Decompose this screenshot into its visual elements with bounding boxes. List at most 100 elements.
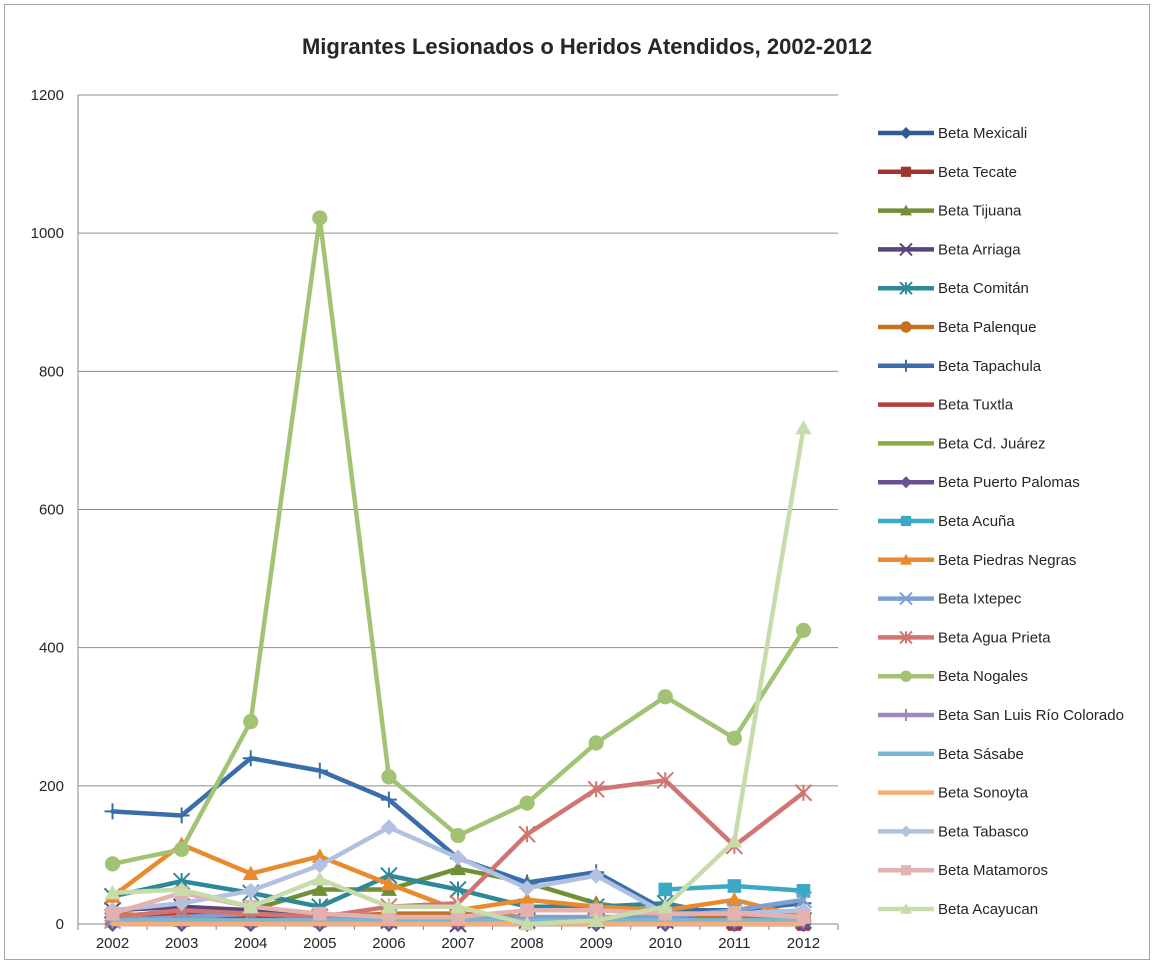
series-group — [103, 210, 813, 933]
legend-item: Beta Comitán — [878, 280, 1029, 297]
x-tick-label: 2002 — [96, 935, 129, 952]
legend-label: Beta Cd. Juárez — [938, 435, 1046, 452]
data-point — [174, 841, 190, 857]
legend-marker — [900, 515, 912, 527]
data-point — [589, 903, 603, 917]
legend-item: Beta Tabasco — [878, 823, 1029, 840]
legend-item: Beta Cd. Juárez — [878, 435, 1046, 452]
x-tick-label: 2009 — [579, 935, 612, 952]
legend-marker — [900, 476, 912, 489]
data-point — [450, 898, 466, 914]
legend-label: Beta Piedras Negras — [938, 552, 1076, 569]
legend-marker — [900, 359, 912, 372]
data-point — [104, 856, 121, 872]
data-point — [587, 780, 605, 798]
data-point — [242, 898, 259, 914]
legend-label: Beta Arriaga — [938, 241, 1021, 258]
chart-frame — [4, 4, 1150, 960]
x-tick-label: 2005 — [303, 935, 336, 952]
legend-label: Beta Sásabe — [938, 746, 1024, 763]
legend-marker — [900, 670, 912, 682]
data-point — [657, 689, 673, 705]
legend-marker — [900, 903, 912, 914]
legend-label: Beta Ixtepec — [938, 591, 1022, 608]
y-tick-label: 0 — [56, 916, 64, 933]
x-tick-label: 2006 — [372, 935, 405, 952]
legend-label: Beta Tijuana — [938, 203, 1022, 220]
legend-marker — [900, 553, 912, 565]
legend-item: Beta Mexicali — [878, 125, 1027, 142]
series-line — [110, 425, 806, 927]
series-20 — [104, 419, 812, 931]
legend-marker — [900, 825, 912, 838]
data-point — [519, 880, 536, 897]
data-point — [519, 795, 535, 811]
legend-item: Beta Sonoyta — [878, 785, 1029, 802]
data-point — [451, 910, 465, 924]
y-tick-label: 200 — [39, 778, 64, 795]
legend-label: Beta Acuña — [938, 513, 1015, 530]
chart-title: Migrantes Lesionados o Heridos Atendidos… — [302, 34, 872, 59]
legend-marker — [899, 281, 913, 295]
data-point — [726, 730, 742, 746]
data-point — [588, 735, 604, 751]
data-point — [381, 769, 397, 785]
legend-marker — [900, 709, 912, 721]
legend-item: Beta Sásabe — [878, 746, 1024, 763]
data-point — [380, 791, 397, 808]
x-tick-label: 2011 — [718, 935, 750, 952]
data-point — [796, 910, 811, 924]
data-point — [795, 419, 812, 435]
data-point — [520, 903, 534, 917]
data-point — [382, 910, 396, 924]
legend-label: Beta Tecate — [938, 164, 1017, 181]
legend-item: Beta Ixtepec — [878, 591, 1022, 608]
data-point — [726, 833, 743, 848]
axes: 0 200 400 600 800 1000 1200 2002 2003 2004 2005 200… — [31, 87, 839, 952]
x-tick-label: 2012 — [787, 935, 820, 952]
legend-item: Beta Acuña — [878, 513, 1015, 530]
data-point — [242, 750, 259, 767]
data-point — [794, 784, 813, 802]
legend-item: Beta Tecate — [878, 164, 1017, 181]
legend-marker — [900, 321, 912, 333]
data-point — [726, 891, 743, 907]
legend-item: Beta Tapachula — [878, 358, 1042, 375]
data-point — [795, 622, 812, 638]
x-tick-label: 2007 — [441, 935, 474, 952]
data-point — [105, 906, 120, 921]
data-point — [380, 875, 397, 891]
data-point — [518, 825, 536, 843]
x-tick-label: 2010 — [649, 935, 682, 952]
x-tick-label: 2004 — [234, 935, 267, 952]
legend-label: Beta San Luis Río Colorado — [938, 707, 1124, 724]
legend-label: Beta Mexicali — [938, 125, 1027, 142]
legend-label: Beta Tapachula — [938, 358, 1042, 375]
legend-label: Beta Comitán — [938, 280, 1029, 297]
data-point — [519, 916, 536, 931]
data-point — [242, 882, 259, 899]
legend-label: Beta Palenque — [938, 319, 1036, 336]
legend-label: Beta Acayucan — [938, 901, 1038, 918]
legend: Beta Mexicali Beta Tecate Beta Tijuana Beta… — [878, 125, 1124, 918]
series-10 — [658, 879, 811, 898]
data-point — [311, 848, 328, 863]
legend-marker — [899, 242, 913, 257]
legend-marker — [900, 204, 912, 216]
y-tick-label: 800 — [39, 363, 64, 380]
data-point — [242, 865, 259, 880]
data-point — [727, 906, 742, 921]
legend-label: Beta Sonoyta — [938, 785, 1029, 802]
legend-marker — [899, 630, 913, 645]
legend-item: Beta Tijuana — [878, 203, 1022, 220]
data-point — [380, 819, 397, 836]
y-tick-label: 1000 — [31, 225, 64, 242]
legend-item: Beta Palenque — [878, 319, 1036, 336]
legend-item: Beta Arriaga — [878, 241, 1021, 258]
data-point — [104, 884, 121, 900]
legend-item: Beta Agua Prieta — [878, 629, 1051, 646]
data-point — [450, 849, 466, 866]
grid-lines — [78, 94, 838, 925]
legend-item: Beta Matamoros — [878, 862, 1048, 879]
